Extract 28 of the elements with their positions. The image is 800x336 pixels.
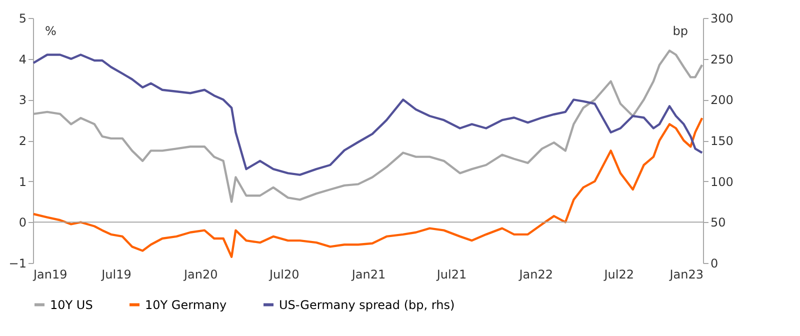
x-tick-label: Jan22 <box>518 268 554 282</box>
y-tick-label: 2 <box>18 134 26 148</box>
x-tick-label: Jan23 <box>668 268 704 282</box>
y2-tick-label: 300 <box>710 12 734 26</box>
x-tick-label: Jul19 <box>100 268 132 282</box>
y-tick-label: 4 <box>18 52 26 66</box>
y-tick-label: 3 <box>18 93 26 108</box>
y-axis-title: % <box>45 24 56 38</box>
y2-axis-title: bp <box>672 24 688 38</box>
y2-tick-label: 150 <box>710 134 734 148</box>
x-tick-label: Jan21 <box>350 268 386 282</box>
y2-tick-label: 250 <box>710 52 734 66</box>
y-tick-label: 0 <box>18 216 26 230</box>
x-tick-label: Jan19 <box>32 268 68 282</box>
y-tick-label: 1 <box>18 174 26 189</box>
y-tick-label: 5 <box>18 12 26 26</box>
y2-tick-label: 50 <box>710 216 726 230</box>
x-tick-label: Jan20 <box>182 268 218 282</box>
y2-tick-label: 100 <box>710 174 734 189</box>
x-tick-label: Jul22 <box>603 268 634 282</box>
legend-label: 10Y Germany <box>145 298 227 312</box>
legend-label: US-Germany spread (bp, rhs) <box>279 298 455 312</box>
y-tick-label: −1 <box>8 256 26 270</box>
y2-tick-label: 0 <box>710 256 718 270</box>
x-tick-label: Jul21 <box>436 268 467 282</box>
y2-tick-label: 200 <box>710 93 734 108</box>
x-tick-label: Jul20 <box>268 268 300 282</box>
legend-label: 10Y US <box>50 298 93 312</box>
